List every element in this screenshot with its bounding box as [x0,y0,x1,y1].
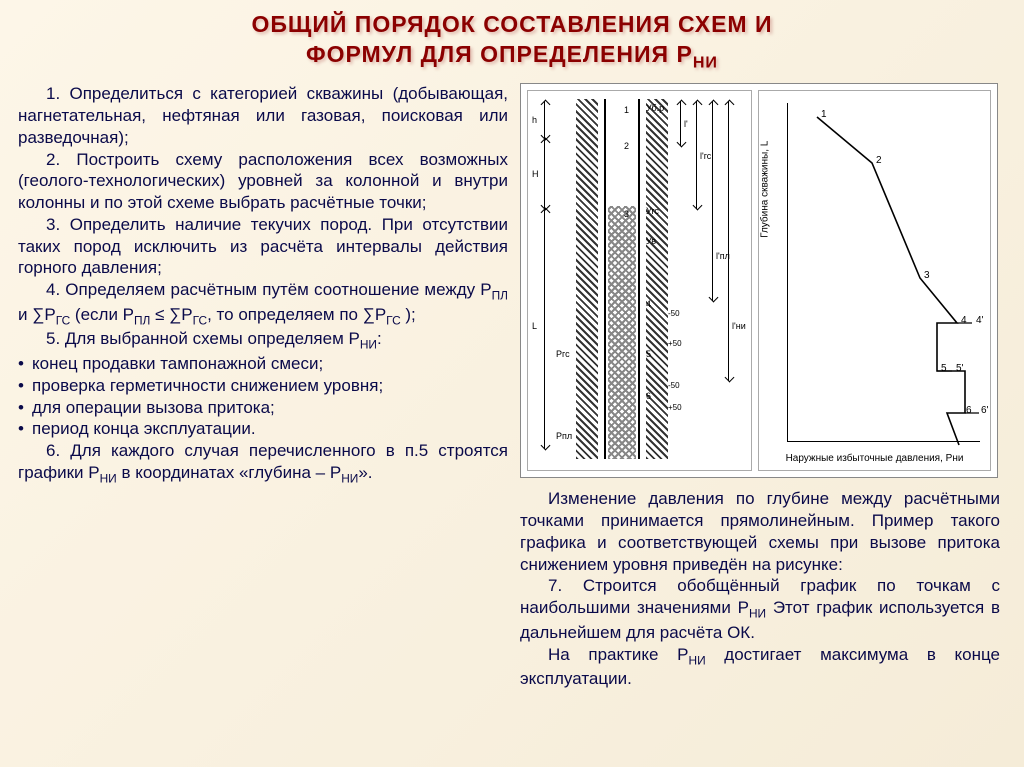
bullet-2: проверка герметичности снижением уровня; [18,375,508,397]
right-para-1: Изменение давления по глубине между расч… [520,488,1000,575]
graph-point-label: 2 [876,155,882,166]
ylabel: Глубина скважины, L [760,141,771,238]
para-3: 3. Определить наличие текучих пород. При… [18,214,508,279]
title-line-1: ОБЩИЙ ПОРЯДОК СОСТАВЛЕНИЯ СХЕМ И [252,11,773,37]
graph-point-label: 4' [976,315,983,326]
bullet-list: конец продавки тампонажной смеси; провер… [18,353,508,440]
para-5-intro: 5. Для выбранной схемы определяем РНИ: [18,328,508,353]
right-para-2: 7. Строится обобщённый график по точкам … [520,575,1000,643]
right-para-3: На практике РНИ достигает максимума в ко… [520,644,1000,690]
para-2: 2. Построить схему расположения всех воз… [18,149,508,214]
left-column: 1. Определиться с категорией скважины (д… [18,83,508,690]
para-6: 6. Для каждого случая перечисленного в п… [18,440,508,486]
right-text: Изменение давления по глубине между расч… [520,488,1000,690]
bullet-4: период конца эксплуатации. [18,418,508,440]
bullet-3: для операции вызова притока; [18,397,508,419]
para-1: 1. Определиться с категорией скважины (д… [18,83,508,148]
title-subscript: НИ [693,53,718,71]
graph-point-label: 5 [941,363,947,374]
pressure-depth-graph: Глубина скважины, L Наружные избыточные … [758,90,991,471]
graph-point-label: 3 [924,270,930,281]
graph-curve [787,103,987,448]
graph-point-label: 1 [821,109,827,120]
slide-title: ОБЩИЙ ПОРЯДОК СОСТАВЛЕНИЯ СХЕМ И ФОРМУЛ … [18,10,1006,73]
diagram-container: h H L l' l'гс l'пл l'ни Уб.р Угс Ув 1 [520,83,998,478]
title-line-2: ФОРМУЛ ДЛЯ ОПРЕДЕЛЕНИЯ Р [306,41,693,67]
content-columns: 1. Определиться с категорией скважины (д… [18,83,1006,690]
graph-point-label: 6' [981,405,988,416]
well-section-diagram: h H L l' l'гс l'пл l'ни Уб.р Угс Ув 1 [527,90,752,471]
graph-point-label: 6 [966,405,972,416]
graph-point-label: 4 [961,315,967,326]
bullet-1: конец продавки тампонажной смеси; [18,353,508,375]
right-column: h H L l' l'гс l'пл l'ни Уб.р Угс Ув 1 [520,83,1000,690]
para-4: 4. Определяем расчётным путём соотношени… [18,279,508,328]
xlabel: Наружные избыточные давления, Рни [759,453,990,464]
graph-point-label: 5' [956,363,963,374]
